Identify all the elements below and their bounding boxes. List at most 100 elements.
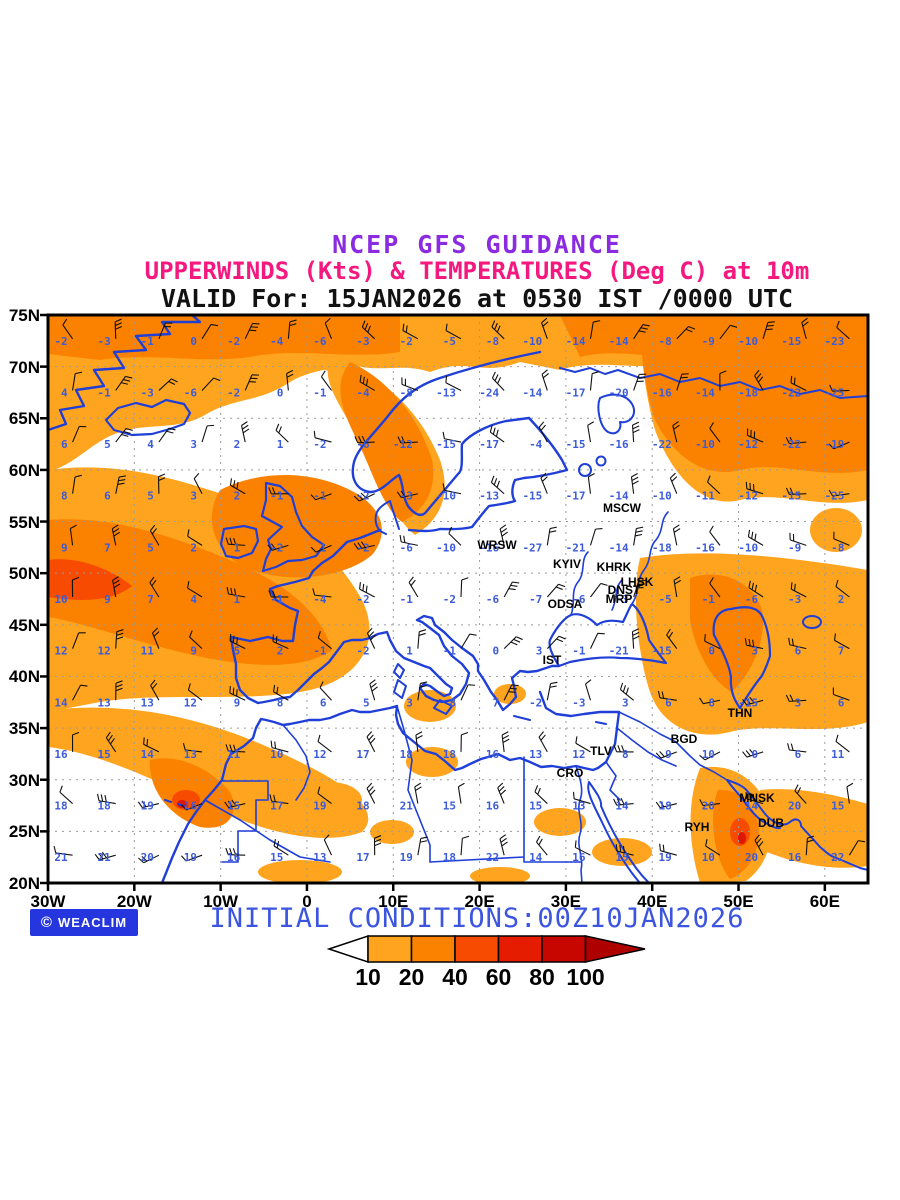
svg-text:0: 0 bbox=[708, 645, 715, 658]
lon-tick-20E: 20E bbox=[464, 892, 495, 911]
svg-text:13: 13 bbox=[141, 696, 154, 709]
svg-text:-10: -10 bbox=[652, 490, 672, 503]
svg-text:-8: -8 bbox=[831, 541, 844, 554]
svg-text:20: 20 bbox=[141, 851, 154, 864]
svg-text:-1: -1 bbox=[270, 490, 284, 503]
denmark-coast bbox=[374, 500, 400, 535]
svg-text:-6: -6 bbox=[184, 386, 198, 399]
weaclim-logo: © WEACLIM bbox=[30, 909, 138, 936]
svg-text:-6: -6 bbox=[313, 335, 327, 348]
lon-tick-30E: 30E bbox=[550, 892, 582, 911]
svg-text:13: 13 bbox=[529, 748, 542, 761]
svg-text:12: 12 bbox=[97, 645, 110, 658]
svg-text:-17: -17 bbox=[479, 438, 499, 451]
svg-text:-1: -1 bbox=[313, 645, 327, 658]
svg-text:-7: -7 bbox=[529, 593, 542, 606]
svg-text:1: 1 bbox=[234, 593, 241, 606]
city-label-dub: DUB bbox=[758, 816, 784, 830]
svg-text:-10: -10 bbox=[738, 541, 758, 554]
svg-text:15: 15 bbox=[615, 851, 628, 864]
svg-text:-2: -2 bbox=[270, 541, 283, 554]
svg-text:16: 16 bbox=[486, 748, 500, 761]
legend-segment-4 bbox=[541, 935, 587, 963]
svg-text:10: 10 bbox=[702, 748, 715, 761]
svg-text:-22: -22 bbox=[652, 438, 672, 451]
svg-text:2: 2 bbox=[277, 645, 284, 658]
svg-text:0: 0 bbox=[277, 386, 284, 399]
svg-text:-12: -12 bbox=[738, 490, 758, 503]
svg-text:-17: -17 bbox=[566, 386, 586, 399]
svg-text:-18: -18 bbox=[738, 386, 758, 399]
svg-text:-18: -18 bbox=[652, 541, 672, 554]
svg-text:20: 20 bbox=[702, 800, 715, 813]
arctic-russia-coast bbox=[559, 367, 868, 399]
svg-text:19: 19 bbox=[141, 800, 154, 813]
svg-text:-25: -25 bbox=[825, 386, 845, 399]
black-sea-coast bbox=[548, 602, 668, 668]
svg-text:10: 10 bbox=[702, 851, 715, 864]
svg-text:16: 16 bbox=[54, 748, 68, 761]
page-title: NCEP GFS GUIDANCE bbox=[332, 230, 622, 259]
svg-text:-15: -15 bbox=[781, 335, 801, 348]
legend-value-80: 80 bbox=[529, 964, 555, 990]
svg-text:13: 13 bbox=[97, 696, 110, 709]
lon-tick-20W: 20W bbox=[116, 892, 152, 911]
lat-tick-55N: 55N bbox=[8, 512, 40, 532]
svg-text:-1: -1 bbox=[97, 386, 111, 399]
nile-river bbox=[575, 765, 583, 883]
lat-tick-30N: 30N bbox=[8, 770, 40, 790]
svg-text:3: 3 bbox=[622, 696, 629, 709]
svg-text:3: 3 bbox=[406, 696, 413, 709]
svg-text:-10: -10 bbox=[695, 438, 715, 451]
svg-text:15: 15 bbox=[97, 748, 110, 761]
svg-text:5: 5 bbox=[234, 645, 241, 658]
svg-text:-9: -9 bbox=[702, 335, 715, 348]
svg-text:-8: -8 bbox=[400, 386, 413, 399]
svg-text:-1: -1 bbox=[702, 593, 716, 606]
svg-text:-16: -16 bbox=[695, 541, 715, 554]
city-label-ryh: RYH bbox=[685, 820, 710, 834]
svg-text:19: 19 bbox=[313, 800, 326, 813]
svg-text:4: 4 bbox=[190, 593, 197, 606]
svg-text:7: 7 bbox=[147, 593, 154, 606]
svg-text:-15: -15 bbox=[652, 645, 672, 658]
svg-text:6: 6 bbox=[795, 748, 802, 761]
svg-text:8: 8 bbox=[449, 696, 456, 709]
svg-text:-3: -3 bbox=[356, 335, 369, 348]
svg-text:6: 6 bbox=[838, 696, 845, 709]
svg-text:22: 22 bbox=[486, 851, 499, 864]
svg-text:-13: -13 bbox=[479, 490, 499, 503]
wind-speed-shading-layer bbox=[48, 315, 868, 883]
svg-text:0: 0 bbox=[190, 335, 197, 348]
wind-speed-legend: 10 20 40 60 80 100 bbox=[326, 934, 646, 990]
svg-text:7: 7 bbox=[838, 645, 845, 658]
lon-tick-30W: 30W bbox=[30, 892, 66, 911]
svg-text:3: 3 bbox=[795, 696, 802, 709]
svg-text:17: 17 bbox=[356, 748, 369, 761]
svg-text:-23: -23 bbox=[825, 335, 845, 348]
wind-barb-layer bbox=[53, 317, 866, 864]
svg-text:-4: -4 bbox=[529, 438, 543, 451]
svg-text:18: 18 bbox=[443, 851, 456, 864]
svg-text:-21: -21 bbox=[609, 645, 629, 658]
svg-text:6: 6 bbox=[320, 696, 327, 709]
middle-east-borders bbox=[605, 711, 728, 801]
svg-text:-16: -16 bbox=[479, 541, 499, 554]
svg-text:-10: -10 bbox=[436, 490, 456, 503]
city-label-tlv: TLV bbox=[590, 744, 612, 758]
city-label-khrk: KHRK bbox=[597, 560, 632, 574]
svg-text:16: 16 bbox=[486, 800, 500, 813]
initial-conditions-line: INITIAL CONDITIONS:00Z10JAN2026 bbox=[209, 903, 745, 934]
svg-text:-13: -13 bbox=[436, 386, 456, 399]
svg-text:17: 17 bbox=[270, 800, 283, 813]
svg-text:2: 2 bbox=[234, 438, 241, 451]
svg-text:-2: -2 bbox=[54, 335, 67, 348]
svg-text:15: 15 bbox=[443, 800, 456, 813]
svg-text:3: 3 bbox=[190, 490, 197, 503]
svg-text:-15: -15 bbox=[436, 438, 456, 451]
svg-text:2: 2 bbox=[190, 541, 197, 554]
city-label-ist: IST bbox=[543, 653, 562, 667]
svg-text:15: 15 bbox=[529, 800, 542, 813]
lon-tick-10E: 10E bbox=[378, 892, 409, 911]
